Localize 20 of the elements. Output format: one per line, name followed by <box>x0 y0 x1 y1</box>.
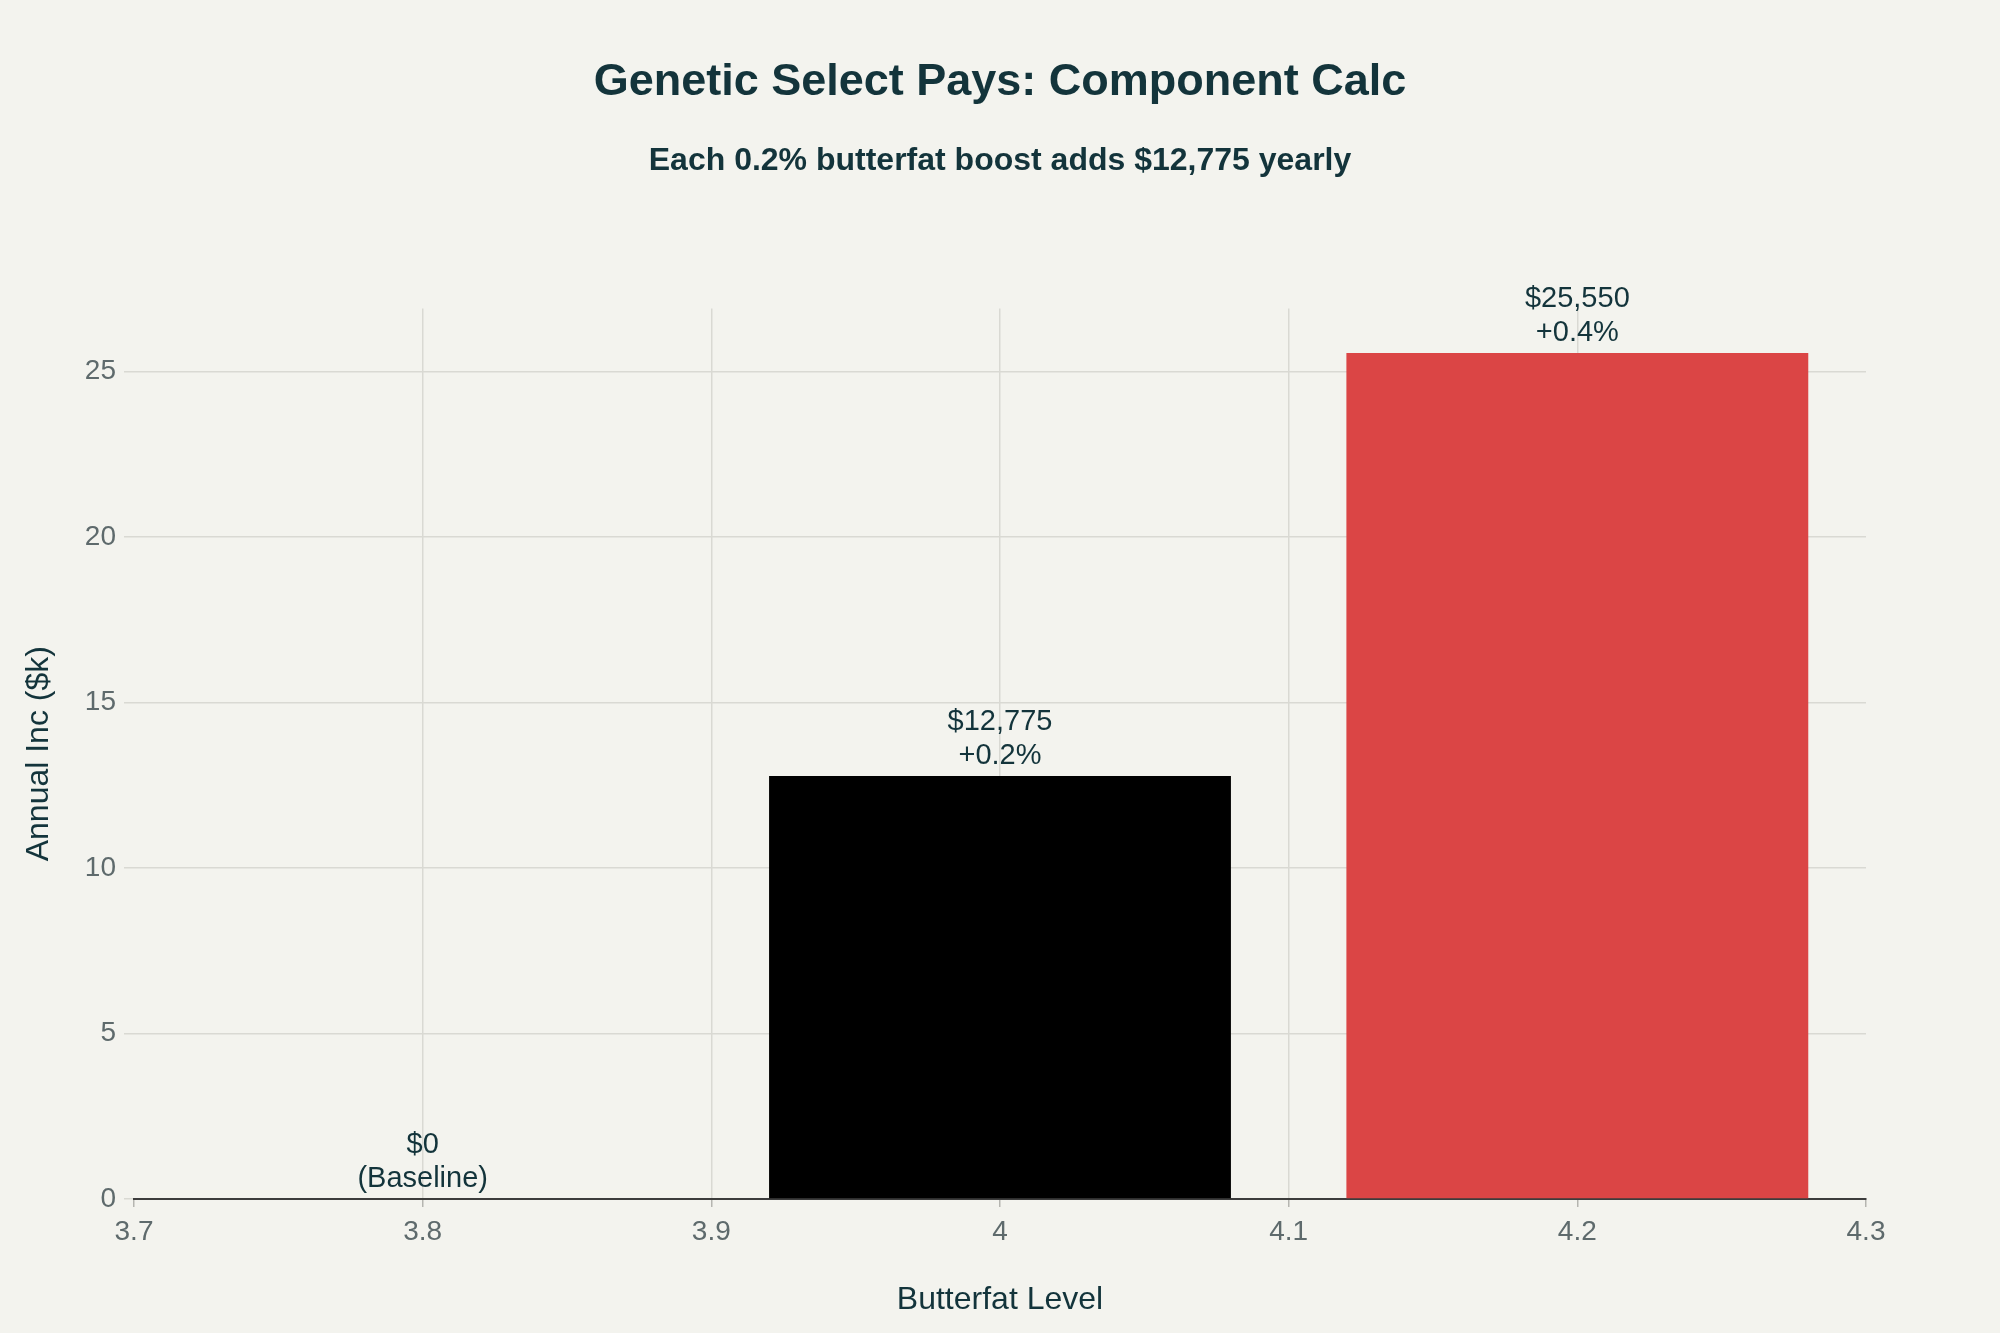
y-tick-label: 20 <box>84 519 116 551</box>
y-tick-label: 10 <box>84 850 116 882</box>
y-tick-label: 15 <box>84 685 116 717</box>
y-tick-label: 0 <box>100 1181 116 1213</box>
y-axis-title: Annual Inc ($k) <box>19 646 56 862</box>
y-tick-label: 25 <box>84 354 116 386</box>
x-axis-title: Butterfat Level <box>896 1279 1104 1316</box>
chart-subtitle: Each 0.2% butterfat boost adds $12,775 yearly <box>648 141 1352 178</box>
annotation: $0 (Baseline) <box>357 1127 488 1193</box>
y-tick-label: 5 <box>100 1016 116 1048</box>
annotation: $25,550 +0.4% <box>1524 281 1630 348</box>
chart-title: Genetic Select Pays: Component Calc <box>593 54 1407 106</box>
x-tick-label: 4.1 <box>1269 1214 1309 1246</box>
x-tick-label: 3.7 <box>114 1214 154 1246</box>
x-tick-label: 4 <box>992 1214 1008 1246</box>
x-tick-label: 4.2 <box>1557 1214 1597 1246</box>
annotation: $12,775 +0.2% <box>947 704 1053 771</box>
x-tick-label: 4.3 <box>1846 1214 1886 1246</box>
x-tick-label: 3.8 <box>403 1214 443 1246</box>
x-tick-label: 3.9 <box>691 1214 731 1246</box>
